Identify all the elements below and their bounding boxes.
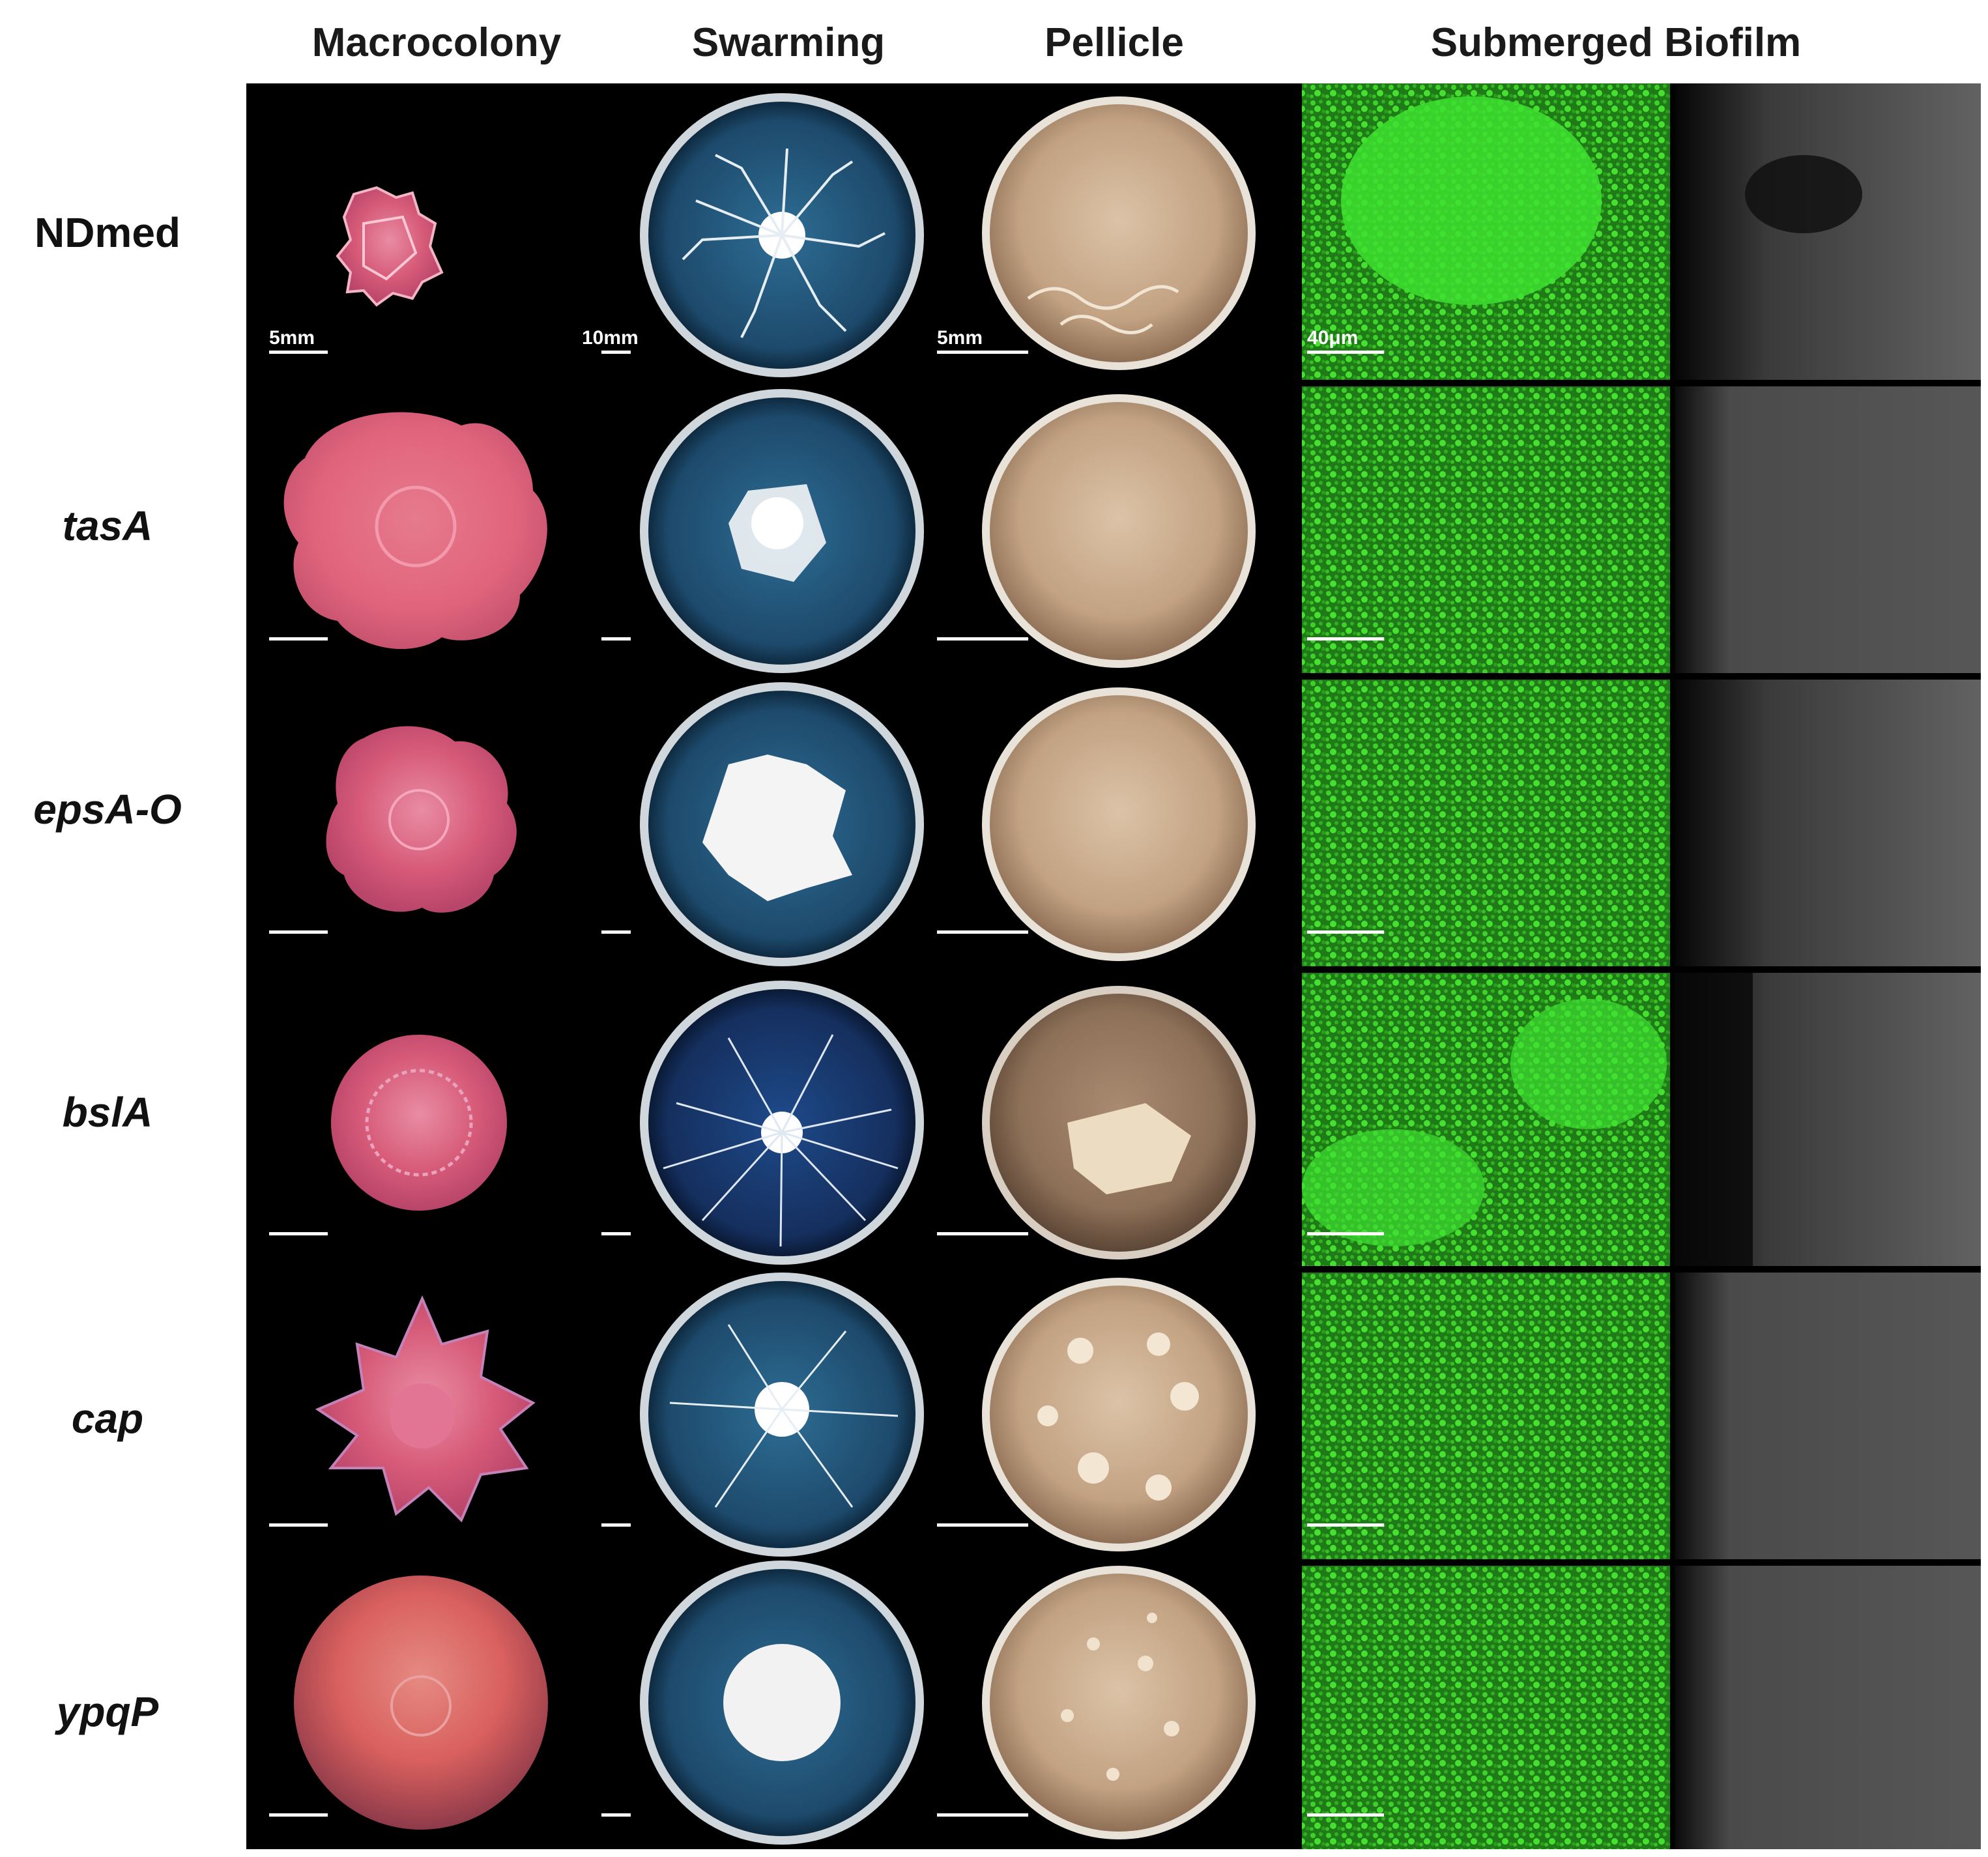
svg-text:5mm: 5mm xyxy=(269,327,315,349)
swarm-plate-bsla xyxy=(640,981,924,1265)
row-label-cap: cap xyxy=(71,1395,144,1442)
sideview-ypqp xyxy=(1675,1566,1981,1849)
swarm-plate-cap xyxy=(640,1273,924,1557)
image-grid: 5mm 10mm 5mm 40μm xyxy=(269,83,1981,1849)
swarm-plate-ndmed xyxy=(640,93,924,377)
sideview-epsa-o xyxy=(1675,680,1981,966)
pellicle-ypqp xyxy=(982,1566,1256,1839)
confocal-ypqp xyxy=(1302,1566,1670,1849)
scalebar-swarming: 10mm xyxy=(582,327,639,354)
pellicle-ndmed xyxy=(982,96,1256,370)
row-cap xyxy=(269,1273,1981,1559)
macrocolony-ypqp xyxy=(294,1576,548,1830)
row-ypqp xyxy=(269,1561,1981,1849)
scalebar-macrocolony: 5mm xyxy=(269,327,328,354)
confocal-cap xyxy=(1302,1273,1670,1559)
sideview-tasa xyxy=(1675,386,1981,673)
row-label-tasa: tasA xyxy=(62,502,153,549)
pellicle-tasa xyxy=(982,394,1256,668)
scalebar-submerged: 40μm xyxy=(1307,327,1384,354)
macrocolony-ndmed xyxy=(336,186,444,307)
sideview-ndmed xyxy=(1675,83,1981,380)
image-panel: 5mm 10mm 5mm 40μm xyxy=(246,83,1981,1849)
macrocolony-tasa xyxy=(283,412,547,650)
svg-text:40μm: 40μm xyxy=(1307,327,1358,349)
pellicle-cap xyxy=(982,1278,1256,1551)
scalebar-pellicle: 5mm xyxy=(937,327,1028,354)
row-bsla xyxy=(269,973,1981,1266)
header-submerged-biofilm: Submerged Biofilm xyxy=(1430,20,1802,65)
header-macrocolony: Macrocolony xyxy=(311,20,562,65)
header-pellicle: Pellicle xyxy=(1044,20,1184,65)
swarm-plate-tasa xyxy=(640,389,924,673)
svg-text:10mm: 10mm xyxy=(582,327,639,349)
pellicle-epsa-o xyxy=(982,687,1256,961)
row-tasa xyxy=(269,386,1981,673)
row-label-ypqp: ypqP xyxy=(56,1688,159,1735)
macrocolony-epsa-o xyxy=(326,726,517,913)
macrocolony-bsla xyxy=(331,1035,507,1211)
confocal-tasa xyxy=(1302,386,1670,673)
sideview-cap xyxy=(1675,1273,1981,1559)
row-label-ndmed: NDmed xyxy=(34,209,181,256)
swarm-plate-ypqp xyxy=(640,1561,924,1845)
row-ndmed: 5mm 10mm 5mm 40μm xyxy=(269,83,1981,380)
row-epsa-o xyxy=(269,680,1981,966)
svg-text:5mm: 5mm xyxy=(937,327,983,349)
header-swarming: Swarming xyxy=(691,20,886,65)
confocal-epsa-o xyxy=(1302,680,1670,966)
row-label-epsa-o: epsA-O xyxy=(33,786,182,833)
pellicle-bsla xyxy=(982,986,1256,1260)
row-label-bsla: bslA xyxy=(62,1089,153,1136)
swarm-plate-epsa-o xyxy=(640,682,924,966)
